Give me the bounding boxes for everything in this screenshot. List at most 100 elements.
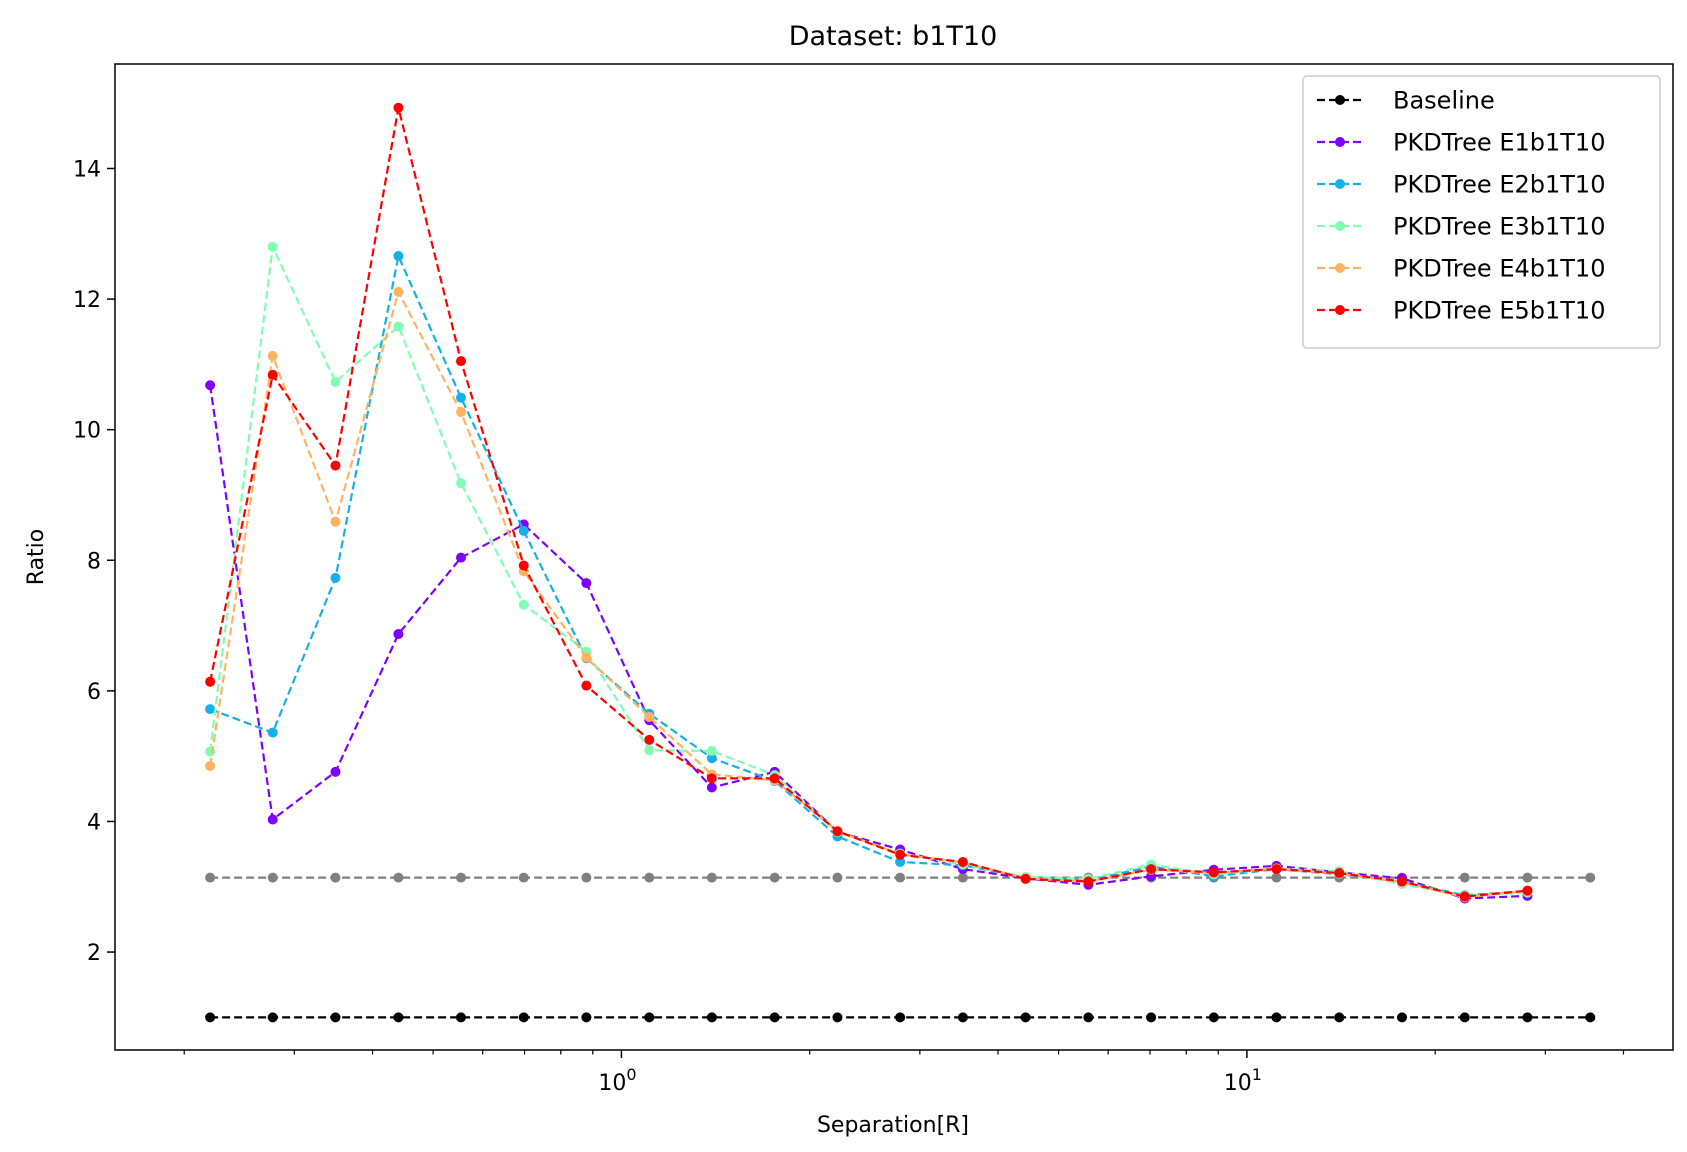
- data-point: [1083, 1012, 1094, 1023]
- data-point: [581, 578, 592, 589]
- data-point: [1585, 872, 1596, 883]
- data-point: [957, 1012, 968, 1023]
- data-point: [330, 572, 341, 583]
- y-axis: 2 4 6 8 10 12 14: [73, 157, 115, 966]
- data-point: [706, 782, 717, 793]
- data-point: [1208, 1012, 1219, 1023]
- data-point: [581, 1012, 592, 1023]
- data-point: [895, 849, 906, 860]
- y-tick-label: 4: [87, 810, 101, 835]
- y-tick-label: 14: [73, 157, 101, 182]
- legend-item: PKDTree E2b1T10: [1317, 171, 1605, 199]
- data-point: [1271, 872, 1282, 883]
- data-point: [644, 734, 655, 745]
- data-point: [644, 872, 655, 883]
- legend-label: PKDTree E4b1T10: [1393, 255, 1605, 283]
- series-line: [209, 385, 1528, 900]
- data-point: [267, 241, 278, 252]
- data-point: [832, 1012, 843, 1023]
- data-point: [1522, 885, 1533, 896]
- data-point: [706, 872, 717, 883]
- data-point: [456, 552, 466, 563]
- data-point: [581, 680, 592, 691]
- data-point: [267, 369, 278, 380]
- data-point: [330, 460, 341, 471]
- y-tick-label: 12: [73, 288, 101, 313]
- data-point: [518, 560, 529, 571]
- data-point: [393, 102, 404, 113]
- legend-swatch-marker: [1335, 95, 1345, 105]
- data-point: [1146, 864, 1157, 875]
- y-tick-label: 6: [87, 680, 101, 705]
- x-tick-exponent: 0: [626, 1065, 636, 1084]
- data-point: [456, 872, 466, 883]
- data-point: [957, 872, 968, 883]
- data-point: [1146, 1012, 1157, 1023]
- data-point: [581, 872, 592, 883]
- data-point: [518, 1012, 529, 1023]
- data-point: [769, 1012, 780, 1023]
- data-point: [832, 826, 843, 837]
- data-point: [706, 1012, 717, 1023]
- data-point: [330, 516, 341, 527]
- data-point: [1459, 1012, 1470, 1023]
- data-point: [1083, 876, 1094, 887]
- data-point: [456, 478, 466, 489]
- data-point: [267, 872, 278, 883]
- data-point: [1459, 891, 1470, 902]
- legend-swatch-marker: [1335, 263, 1345, 273]
- legend-label: PKDTree E1b1T10: [1393, 129, 1605, 157]
- data-point: [957, 856, 968, 867]
- plot-marks: [205, 102, 1596, 1023]
- data-point: [267, 814, 278, 825]
- data-point: [895, 1012, 906, 1023]
- legend-item: PKDTree E4b1T10: [1317, 255, 1605, 283]
- data-point: [1208, 867, 1219, 878]
- series-6: [205, 102, 1533, 902]
- legend-label: PKDTree E2b1T10: [1393, 171, 1605, 199]
- series-0: [205, 1012, 1596, 1023]
- data-point: [895, 856, 906, 867]
- data-point: [393, 286, 404, 297]
- legend-item: PKDTree E1b1T10: [1317, 129, 1605, 157]
- legend-swatch-marker: [1335, 137, 1345, 147]
- data-point: [267, 727, 278, 738]
- legend-label: Baseline: [1393, 87, 1495, 115]
- data-point: [832, 872, 843, 883]
- x-axis-label: Separation[R]: [817, 1113, 969, 1138]
- data-point: [205, 760, 216, 771]
- data-point: [706, 773, 717, 784]
- data-point: [456, 1012, 466, 1023]
- legend-item: PKDTree E3b1T10: [1317, 213, 1605, 241]
- data-point: [706, 745, 717, 756]
- data-point: [1459, 872, 1470, 883]
- legend-item: PKDTree E5b1T10: [1317, 297, 1605, 325]
- data-point: [518, 599, 529, 610]
- data-point: [1020, 1012, 1031, 1023]
- data-point: [706, 753, 717, 764]
- data-point: [456, 356, 466, 367]
- legend: Baseline PKDTree E1b1T10 PKDTree E2b1T10 PK…: [1302, 75, 1661, 349]
- data-point: [330, 377, 341, 387]
- data-point: [330, 1012, 341, 1023]
- chart-title: Dataset: b1T10: [789, 21, 998, 52]
- legend-item: Baseline: [1317, 87, 1495, 115]
- data-point: [205, 704, 216, 715]
- data-point: [895, 872, 906, 883]
- data-point: [393, 1012, 404, 1023]
- data-point: [644, 711, 655, 722]
- y-axis-label: Ratio: [24, 529, 49, 585]
- data-point: [330, 766, 341, 777]
- data-point: [1020, 873, 1031, 884]
- data-point: [205, 676, 216, 687]
- legend-label: PKDTree E5b1T10: [1393, 297, 1605, 325]
- data-point: [393, 321, 404, 332]
- data-point: [1522, 872, 1533, 883]
- data-point: [581, 652, 592, 663]
- legend-box: [1302, 75, 1661, 349]
- legend-swatch-marker: [1335, 179, 1345, 189]
- y-tick-label: 8: [87, 549, 101, 574]
- data-point: [456, 407, 466, 418]
- legend-swatch-marker: [1335, 221, 1345, 231]
